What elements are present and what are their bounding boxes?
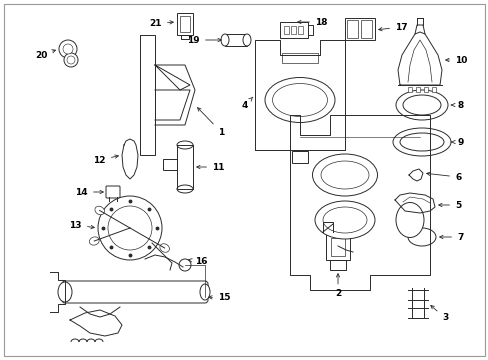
Ellipse shape bbox=[95, 206, 104, 215]
Bar bbox=[325, 232, 349, 260]
Bar bbox=[282, 53, 317, 63]
Bar bbox=[224, 34, 246, 46]
Circle shape bbox=[63, 44, 73, 54]
Circle shape bbox=[67, 56, 75, 64]
Text: 7: 7 bbox=[439, 233, 463, 242]
Bar bbox=[407, 87, 411, 92]
Bar bbox=[280, 22, 307, 38]
Ellipse shape bbox=[402, 95, 440, 115]
Circle shape bbox=[98, 196, 162, 260]
Text: 9: 9 bbox=[450, 138, 463, 147]
Text: 18: 18 bbox=[297, 18, 327, 27]
Bar bbox=[423, 87, 427, 92]
Circle shape bbox=[59, 40, 77, 58]
Ellipse shape bbox=[320, 161, 368, 189]
Ellipse shape bbox=[89, 237, 99, 245]
Bar bbox=[431, 87, 435, 92]
Bar bbox=[297, 26, 303, 34]
Text: 17: 17 bbox=[378, 23, 407, 32]
Ellipse shape bbox=[58, 282, 72, 302]
Bar bbox=[307, 25, 312, 35]
Ellipse shape bbox=[177, 185, 193, 193]
Bar bbox=[180, 16, 190, 32]
Ellipse shape bbox=[314, 201, 374, 239]
Bar bbox=[291, 151, 307, 163]
Text: 4: 4 bbox=[241, 97, 252, 109]
Text: 19: 19 bbox=[187, 36, 221, 45]
Bar bbox=[330, 238, 345, 256]
Bar bbox=[360, 20, 371, 38]
Text: 15: 15 bbox=[208, 293, 230, 302]
Ellipse shape bbox=[160, 244, 169, 252]
Bar bbox=[163, 159, 177, 170]
Text: 3: 3 bbox=[430, 305, 447, 323]
Ellipse shape bbox=[264, 77, 334, 122]
Ellipse shape bbox=[312, 154, 377, 196]
Bar bbox=[346, 20, 357, 38]
Ellipse shape bbox=[243, 34, 250, 46]
Text: 2: 2 bbox=[334, 274, 341, 298]
Bar bbox=[177, 13, 193, 35]
Text: 20: 20 bbox=[35, 50, 55, 59]
Ellipse shape bbox=[323, 207, 366, 233]
Text: 11: 11 bbox=[196, 162, 224, 171]
Bar bbox=[284, 26, 288, 34]
Circle shape bbox=[64, 53, 78, 67]
Text: 6: 6 bbox=[426, 172, 460, 181]
Text: 5: 5 bbox=[438, 201, 460, 210]
Ellipse shape bbox=[392, 128, 450, 156]
Bar bbox=[415, 87, 419, 92]
Text: 21: 21 bbox=[149, 18, 173, 27]
Bar bbox=[345, 18, 374, 40]
Bar bbox=[290, 26, 295, 34]
Text: 8: 8 bbox=[450, 100, 462, 109]
FancyBboxPatch shape bbox=[62, 281, 207, 303]
Circle shape bbox=[108, 206, 152, 250]
Ellipse shape bbox=[177, 141, 193, 149]
Ellipse shape bbox=[200, 284, 209, 300]
Text: 14: 14 bbox=[75, 188, 103, 197]
Text: 1: 1 bbox=[197, 108, 224, 136]
Ellipse shape bbox=[395, 90, 447, 120]
Ellipse shape bbox=[395, 202, 423, 238]
Text: 12: 12 bbox=[93, 155, 118, 165]
Ellipse shape bbox=[221, 34, 228, 46]
Text: 13: 13 bbox=[69, 220, 94, 230]
Circle shape bbox=[179, 259, 191, 271]
Ellipse shape bbox=[407, 228, 435, 246]
Ellipse shape bbox=[272, 84, 327, 117]
FancyBboxPatch shape bbox=[106, 186, 120, 198]
Text: 10: 10 bbox=[445, 55, 467, 64]
Ellipse shape bbox=[399, 133, 443, 151]
Text: 16: 16 bbox=[188, 257, 207, 266]
